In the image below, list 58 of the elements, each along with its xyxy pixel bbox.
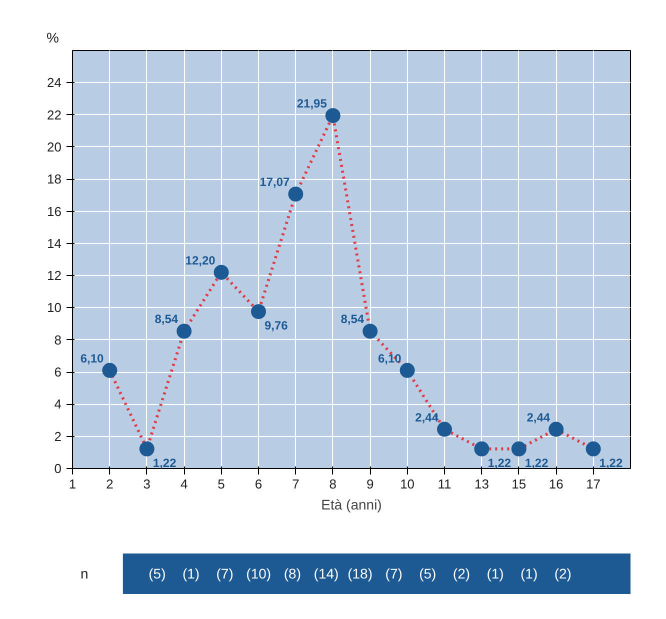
text: n [80, 566, 88, 582]
text: (5) [419, 566, 436, 582]
data-label: 1,22 [599, 456, 623, 470]
text: (1) [182, 566, 200, 582]
data-label: 1,22 [524, 456, 549, 470]
y-tick-label: 24 [47, 75, 62, 90]
y-tick-label: 0 [54, 461, 62, 476]
x-tick-label: 9 [366, 476, 374, 492]
text: (10) [246, 566, 272, 582]
y-tick-label: 12 [47, 268, 62, 284]
text: (18) [348, 566, 372, 582]
text: (5) [148, 566, 166, 582]
data-label: 21,95 [296, 96, 328, 111]
y-tick-label: 14 [47, 236, 62, 251]
data-label: 9,76 [264, 318, 288, 333]
text: (2) [452, 566, 470, 582]
text: (7) [385, 566, 402, 582]
y-tick-label: 16 [47, 204, 62, 219]
y-tick-label: 2 [54, 428, 62, 444]
data-label: 8,54 [154, 312, 178, 326]
data-label: 17,07 [260, 175, 290, 190]
y-tick-label: 22 [47, 107, 62, 122]
y-axis-title: % [46, 30, 59, 46]
text: (14) [314, 566, 339, 582]
x-tick-label: 4 [180, 476, 188, 492]
data-label: 2,44 [415, 410, 439, 424]
x-tick-label: 8 [329, 476, 337, 492]
x-tick-label: 6 [254, 476, 262, 492]
x-tick-label: 2 [106, 476, 114, 492]
y-tick-label: 8 [54, 332, 62, 348]
text: (1) [486, 566, 504, 582]
text: (8) [284, 566, 301, 582]
text: (1) [520, 566, 538, 582]
text: (7) [216, 566, 234, 582]
x-tick-label: 15 [512, 476, 526, 492]
x-tick-label: 1 [68, 476, 76, 492]
data-label: 2,44 [526, 410, 550, 424]
x-tick-label: 10 [400, 476, 415, 492]
y-tick-label: 10 [47, 300, 62, 316]
x-tick-label: 16 [548, 476, 564, 492]
y-tick-label: 6 [54, 364, 62, 380]
data-label: 6,10 [80, 351, 104, 366]
x-tick-label: 13 [474, 476, 489, 492]
data-label: 1,22 [152, 456, 177, 470]
y-tick-label: 4 [54, 396, 62, 412]
text: (2) [554, 566, 572, 582]
x-tick-label: 3 [143, 476, 151, 492]
x-tick-label: 17 [586, 476, 601, 492]
data-label: 6,10 [378, 351, 402, 366]
y-tick-label: 20 [47, 139, 62, 154]
x-axis-title: Età (anni) [321, 496, 382, 512]
data-label: 8,54 [340, 312, 364, 326]
data-label: 12,20 [185, 253, 216, 268]
x-tick-label: 7 [292, 476, 300, 492]
x-tick-label: 5 [218, 476, 225, 492]
y-tick-label: 18 [47, 172, 62, 187]
data-label: 1,22 [488, 456, 512, 470]
x-tick-label: 11 [438, 476, 452, 492]
